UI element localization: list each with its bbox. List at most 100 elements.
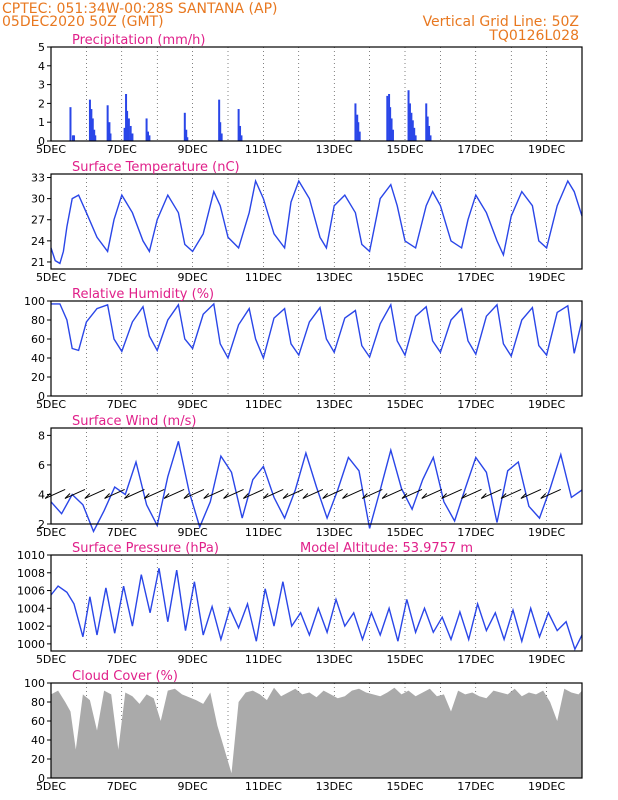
wind-arrow [124,489,145,499]
wind-line [50,441,583,534]
y-tick-label: 21 [31,256,45,269]
wind-arrow-head [163,493,170,499]
wind-arrow-head [480,493,487,499]
date-label: 5DEC [36,653,66,666]
date-label: 19DEC [528,271,565,284]
y-tick-label: 1006 [17,585,45,598]
y-tick-label: 2 [38,518,45,531]
header-grid-note: Vertical Grid Line: 50Z [423,14,579,30]
y-tick-label: 60 [31,715,45,728]
y-tick-label: 40 [31,352,45,365]
precip-bar [425,103,428,141]
wind-arrow [381,489,403,499]
y-tick-label: 5 [38,41,45,54]
precip-bar [388,94,391,141]
date-label: 19DEC [528,398,565,411]
pressure-line [50,568,583,652]
wind-arrow [183,489,205,499]
precip-bar [429,135,432,141]
precip-bar [108,122,111,141]
precip-bar [131,133,134,141]
model-altitude: Model Altitude: 53.9757 m [300,541,473,556]
y-tick-label: 27 [31,214,45,227]
date-label: 7DEC [107,398,137,411]
panel-frame [50,682,583,779]
wind-arrow [163,489,185,499]
precip-bar [91,118,94,141]
wind-arrow-head [381,493,388,499]
wind-arrow-head [104,493,110,499]
wind-arrow-head [441,493,447,499]
wind-arrow [441,489,462,499]
precip-bar [407,90,410,141]
date-label: 19DEC [528,653,565,666]
header-station: CPTEC: 051:34W-00:28S SANTANA (AP) [2,1,278,17]
date-label: 11DEC [245,143,282,156]
date-label: 7DEC [107,271,137,284]
date-label: 11DEC [245,271,282,284]
precip-bar [219,122,222,141]
precip-bar [146,131,149,141]
date-label: 13DEC [316,271,353,284]
date-label: 15DEC [386,780,423,793]
precip-bar [106,105,109,141]
wind-arrow [144,489,165,499]
y-tick-label: 100 [24,677,45,690]
wind-arrow [263,489,284,499]
wind-arrow [223,489,244,499]
y-tick-label: 40 [31,734,45,747]
panel-frame [50,554,583,652]
wind-arrow [481,489,502,499]
date-label: 5DEC [36,526,66,539]
y-tick-label: 0 [38,390,45,403]
panel-pressure: 1000 1002 1004 1006 1008 1010 Surface Pressure… [17,541,583,666]
date-label: 9DEC [178,398,208,411]
y-tick-label: 24 [31,235,45,248]
wind-arrow [401,489,423,499]
precip-bar [94,135,97,141]
y-tick-label: 20 [31,371,45,384]
date-label: 17DEC [457,526,494,539]
panel-precipitation: 0 1 2 3 4 5 Precipitation (mm/h) 5DEC 7DEC 9DEC 11… [36,33,583,156]
precip-bar [428,125,431,141]
y-tick-label: 1002 [17,620,45,633]
y-tick-label: 100 [24,295,45,308]
wind-arrow [203,489,224,499]
panel-frame [50,173,583,270]
wind-arrow-head [64,493,71,499]
panel-title: Surface Wind (m/s) [72,414,196,429]
precip-bar [145,118,148,141]
date-label: 7DEC [107,526,137,539]
wind-arrow-head [361,493,368,499]
date-label: 19DEC [528,143,565,156]
cloud-cover-area [51,687,582,778]
wind-arrow [461,489,482,499]
date-label: 9DEC [178,143,208,156]
y-tick-label: 30 [31,193,45,206]
y-tick-label: 1000 [17,638,45,651]
date-label: 9DEC [178,780,208,793]
wind-arrow-head [143,493,150,499]
y-tick-label: 80 [31,696,45,709]
precip-bar [356,114,359,141]
y-tick-label: 1008 [17,567,45,580]
wind-arrow [282,489,304,499]
panel-title: Surface Pressure (hPa) [72,541,219,556]
date-label: 5DEC [36,271,66,284]
precip-bar [218,99,221,141]
date-label: 9DEC [178,653,208,666]
date-label: 9DEC [178,526,208,539]
wind-arrow [421,489,443,499]
precip-bar [71,135,74,141]
date-label: 11DEC [245,653,282,666]
y-tick-label: 1004 [17,602,45,615]
header-run-time: 05DEC2020 50Z (GMT) [2,14,164,30]
date-label: 7DEC [107,143,137,156]
panel-humidity: 0 20 40 60 80 100 Relative Humidity (%) 5DEC 7DE… [24,287,583,411]
precip-bar [391,129,394,141]
precip-bar [390,118,393,141]
date-label: 15DEC [386,653,423,666]
date-label: 11DEC [245,398,282,411]
temperature-line [50,178,583,265]
wind-arrow-head [84,493,91,499]
